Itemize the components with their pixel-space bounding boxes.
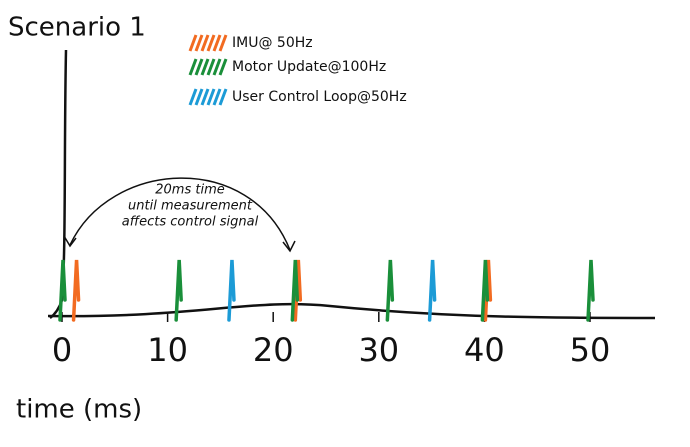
legend-swatch (218, 34, 228, 52)
legend-swatch (212, 88, 222, 106)
legend-swatch (194, 58, 204, 76)
annotation-line: until measurement (128, 199, 253, 214)
time-axis (47, 302, 656, 320)
legend-swatch (218, 58, 228, 76)
legend-swatch (206, 88, 216, 106)
tick-label: 0 (52, 331, 72, 369)
legend-swatch (188, 58, 198, 76)
event-mark (58, 259, 67, 322)
x-axis-label: time (ms) (16, 395, 142, 425)
tick-label: 20 (253, 331, 294, 369)
legend-swatch (212, 34, 222, 52)
legend-label: Motor Update@100Hz (232, 59, 386, 75)
annotation-line: affects control signal (122, 215, 259, 230)
legend-swatch (218, 88, 228, 106)
event-mark (385, 259, 395, 322)
annotation-arrow (69, 177, 291, 251)
legend-swatch (188, 34, 198, 52)
event-mark (586, 259, 595, 322)
legend-label: IMU@ 50Hz (232, 35, 313, 51)
legend-swatch (206, 34, 216, 52)
event-mark (227, 259, 236, 322)
tick-label: 30 (358, 331, 399, 369)
event-mark (290, 259, 300, 322)
legend-swatch (200, 88, 210, 106)
legend-swatch (194, 88, 204, 106)
legend-label: User Control Loop@50Hz (232, 89, 407, 105)
legend-swatch (188, 88, 198, 106)
arrow-heads (63, 235, 296, 253)
title: Scenario 1 (8, 13, 146, 43)
legend-swatch (194, 34, 204, 52)
legend-swatch (200, 58, 210, 76)
legend-swatch (212, 58, 222, 76)
tick-label: 10 (147, 331, 188, 369)
event-mark (71, 259, 81, 322)
event-mark (174, 259, 183, 322)
tick-label: 40 (464, 331, 505, 369)
event-mark (480, 259, 490, 322)
tick-label: 50 (570, 331, 611, 369)
event-mark (427, 259, 437, 322)
annotation-line: 20ms time (155, 183, 224, 198)
legend-swatch (206, 58, 216, 76)
legend-swatch (200, 34, 210, 52)
